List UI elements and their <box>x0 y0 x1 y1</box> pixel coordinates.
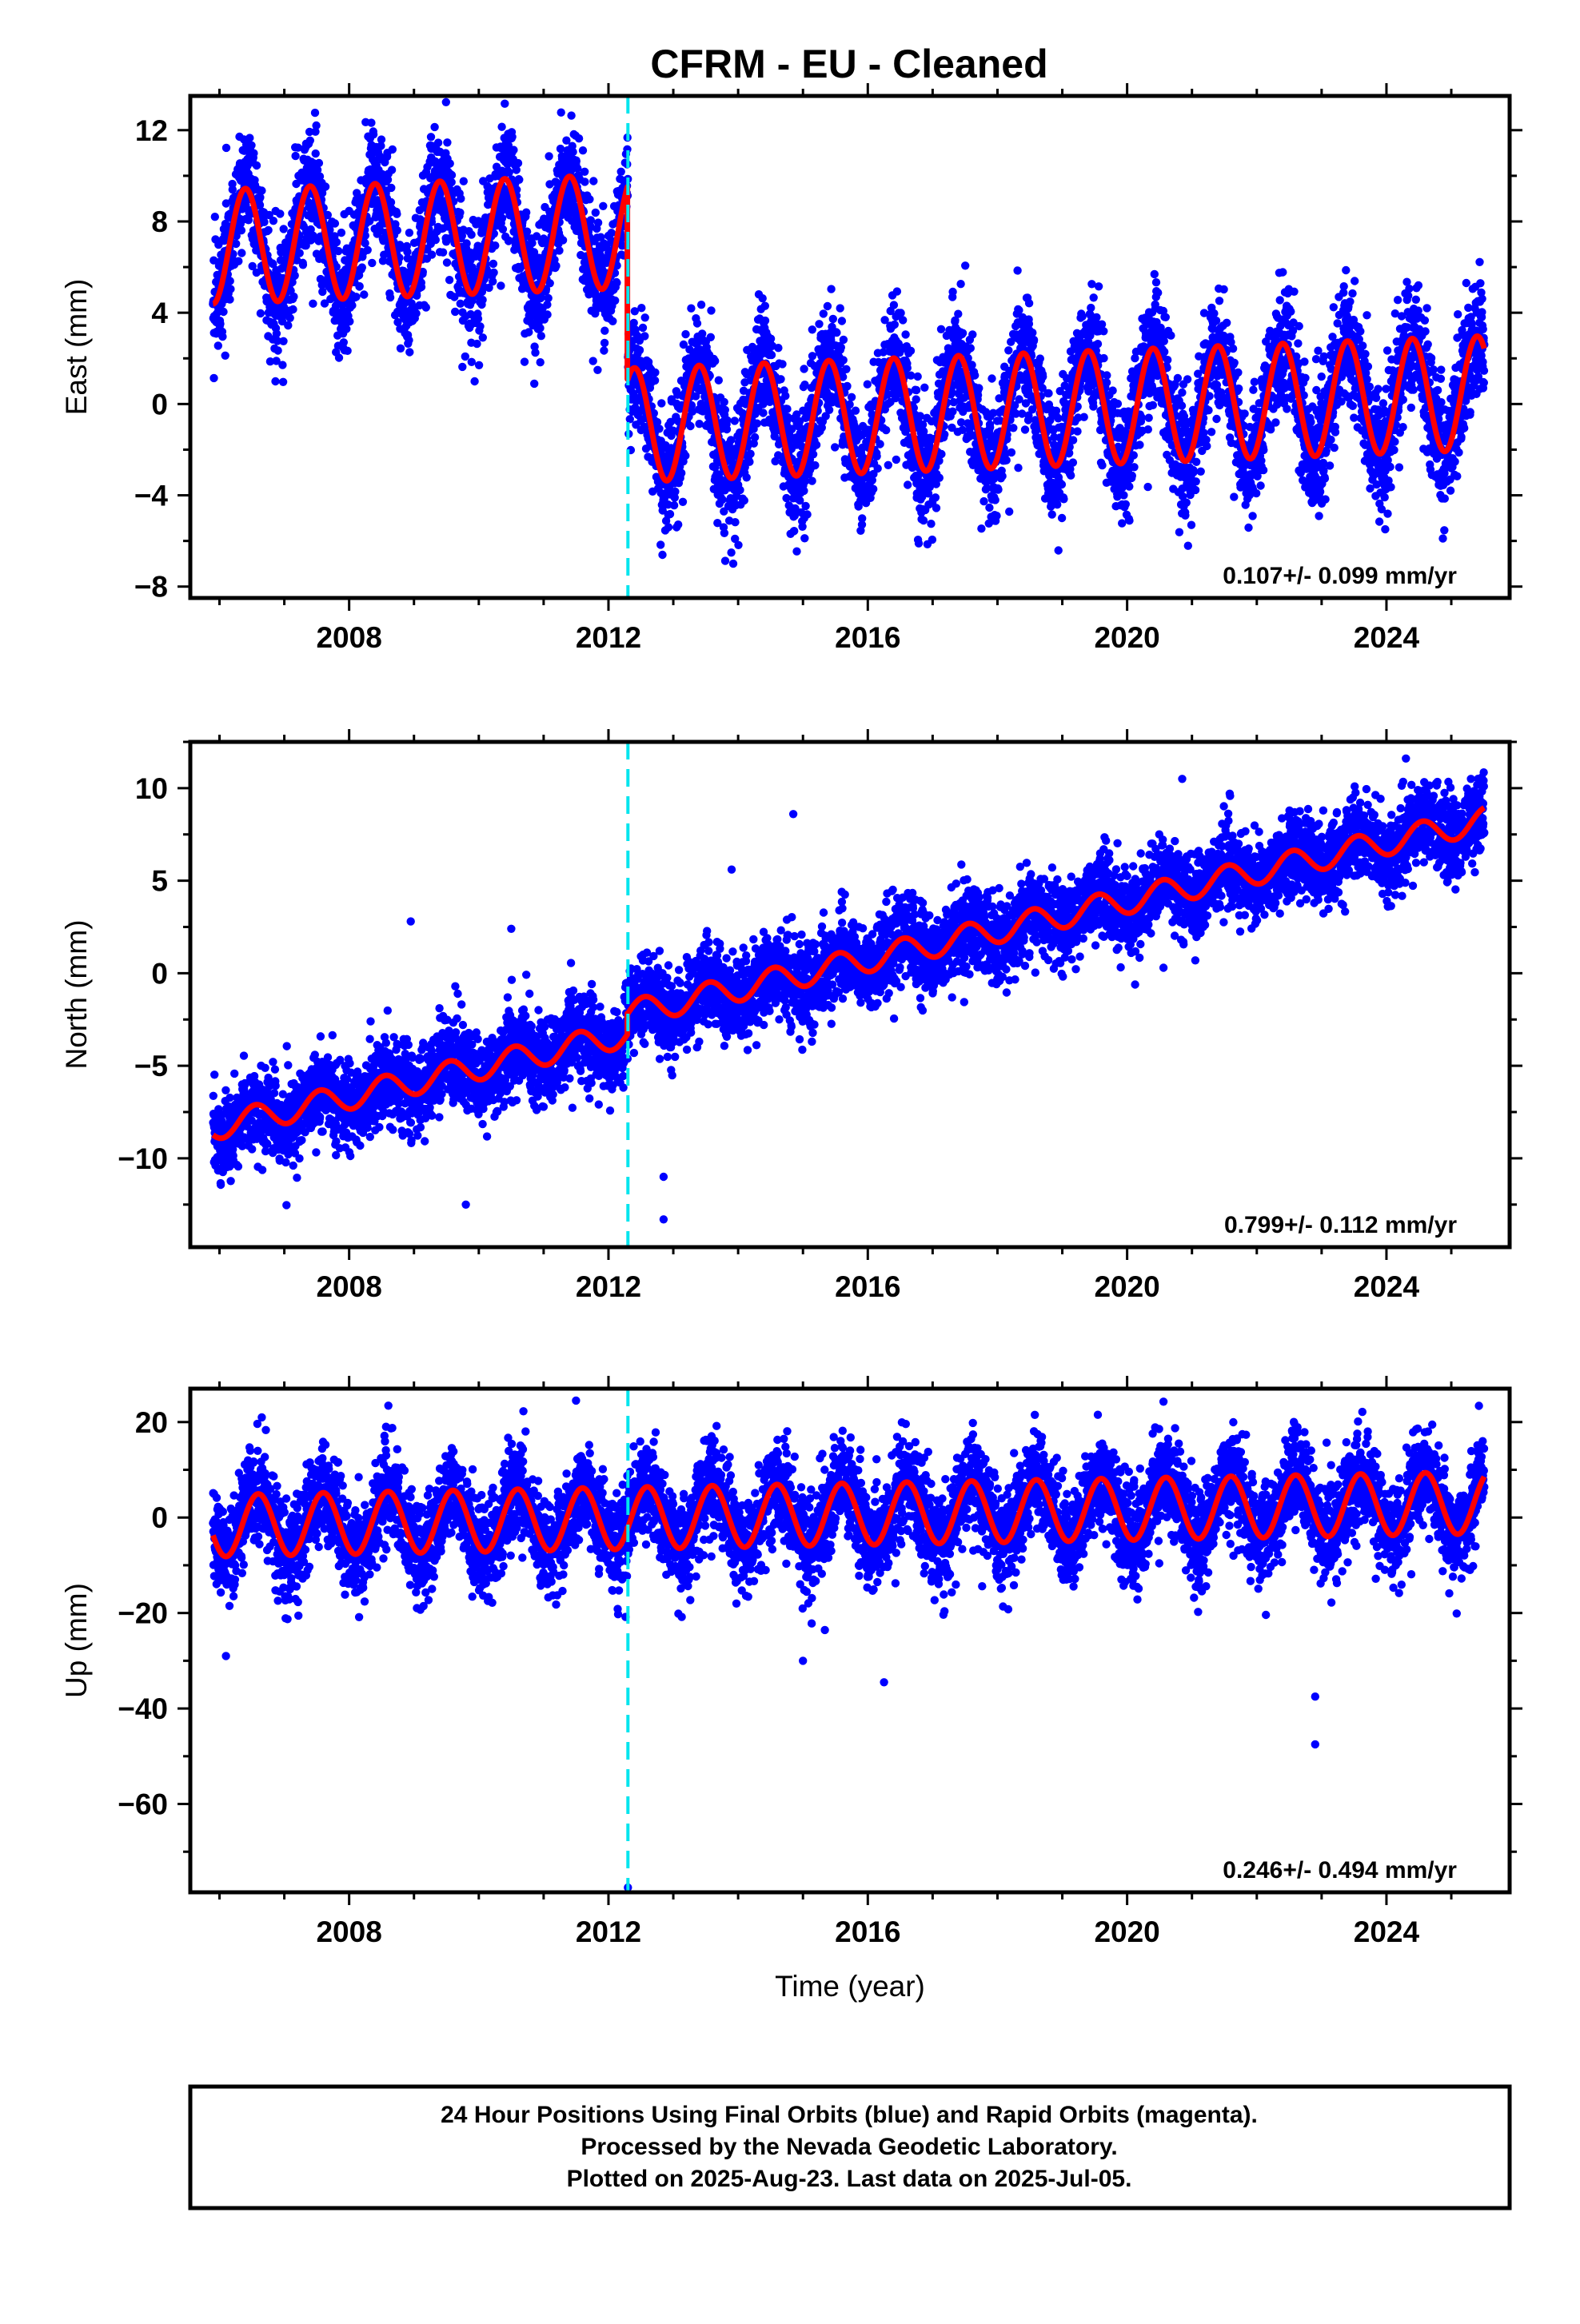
model-curve <box>210 173 1487 484</box>
footer-box: 24 Hour Positions Using Final Orbits (bl… <box>188 2084 1512 2210</box>
y-tick-label: −40 <box>118 1692 168 1725</box>
y-tick-label: −4 <box>134 480 169 512</box>
y-axis-label: East (mm) <box>60 279 93 416</box>
y-tick-label: −10 <box>118 1142 168 1175</box>
rate-label: 0.107+/- 0.099 mm/yr <box>1223 563 1457 589</box>
model-curve <box>210 805 1487 1142</box>
footer-frame <box>188 2084 1512 2210</box>
y-axis-label: North (mm) <box>60 919 93 1069</box>
y-tick-label: 0 <box>151 957 168 990</box>
y-tick-label: 20 <box>135 1406 168 1439</box>
model-curve <box>210 1469 1487 1560</box>
x-tick-label: 2008 <box>316 1270 381 1303</box>
observed-points <box>209 98 1489 568</box>
x-tick-label: 2012 <box>576 1270 641 1303</box>
rate-label: 0.246+/- 0.494 mm/yr <box>1223 1857 1457 1884</box>
north-panel: 2008 2012 2016 2020 2024 10 5 0 −5 −10 North (mm) 0… <box>60 729 1522 1303</box>
y-tick-label: −20 <box>118 1597 168 1630</box>
y-tick-label: 0 <box>151 388 168 421</box>
figure-title: CFRM - EU - Cleaned <box>650 42 1047 86</box>
x-tick-label: 2020 <box>1094 1915 1159 1948</box>
y-tick-label: 12 <box>135 114 168 147</box>
y-tick-label: −60 <box>118 1788 168 1821</box>
rate-label: 0.799+/- 0.112 mm/yr <box>1224 1212 1457 1238</box>
y-tick-label: −8 <box>134 571 168 604</box>
x-tick-label: 2016 <box>835 1270 900 1303</box>
x-tick-label: 2008 <box>316 1915 381 1948</box>
footer-line-3: Plotted on 2025-Aug-23. Last data on 202… <box>567 2166 1132 2192</box>
observed-points <box>209 1396 1489 1892</box>
x-tick-label: 2024 <box>1354 621 1420 654</box>
x-tick-label: 2020 <box>1094 1270 1159 1303</box>
x-tick-label: 2024 <box>1354 1915 1420 1948</box>
plot-frame <box>188 94 1512 600</box>
plot-frame <box>188 739 1512 1250</box>
x-tick-label: 2020 <box>1094 621 1159 654</box>
x-axis-label: Time (year) <box>775 1970 925 2003</box>
y-tick-label: 8 <box>151 205 168 238</box>
y-tick-label: 0 <box>151 1501 168 1534</box>
x-tick-label: 2012 <box>576 621 641 654</box>
y-tick-label: 4 <box>151 297 168 329</box>
x-tick-label: 2008 <box>316 621 381 654</box>
plot-frame <box>188 1386 1512 1895</box>
y-tick-label: −5 <box>134 1050 168 1082</box>
y-tick-label: 5 <box>151 865 168 898</box>
x-tick-label: 2024 <box>1354 1270 1420 1303</box>
east-panel: 2008 2012 2016 2020 2024 12 8 4 0 −4 −8 East (mm) 0.… <box>60 83 1522 654</box>
x-tick-label: 2012 <box>576 1915 641 1948</box>
x-tick-label: 2016 <box>835 1915 900 1948</box>
y-tick-label: 10 <box>135 772 168 805</box>
footer-line-2: Processed by the Nevada Geodetic Laborat… <box>581 2134 1117 2160</box>
x-tick-label: 2016 <box>835 621 900 654</box>
y-axis-label: Up (mm) <box>60 1583 93 1698</box>
footer-line-1: 24 Hour Positions Using Final Orbits (bl… <box>441 2102 1258 2128</box>
observed-points <box>209 754 1489 1224</box>
up-panel: 2008 2012 2016 2020 2024 20 0 −20 −40 −60 Up (mm) T… <box>60 1376 1522 2003</box>
